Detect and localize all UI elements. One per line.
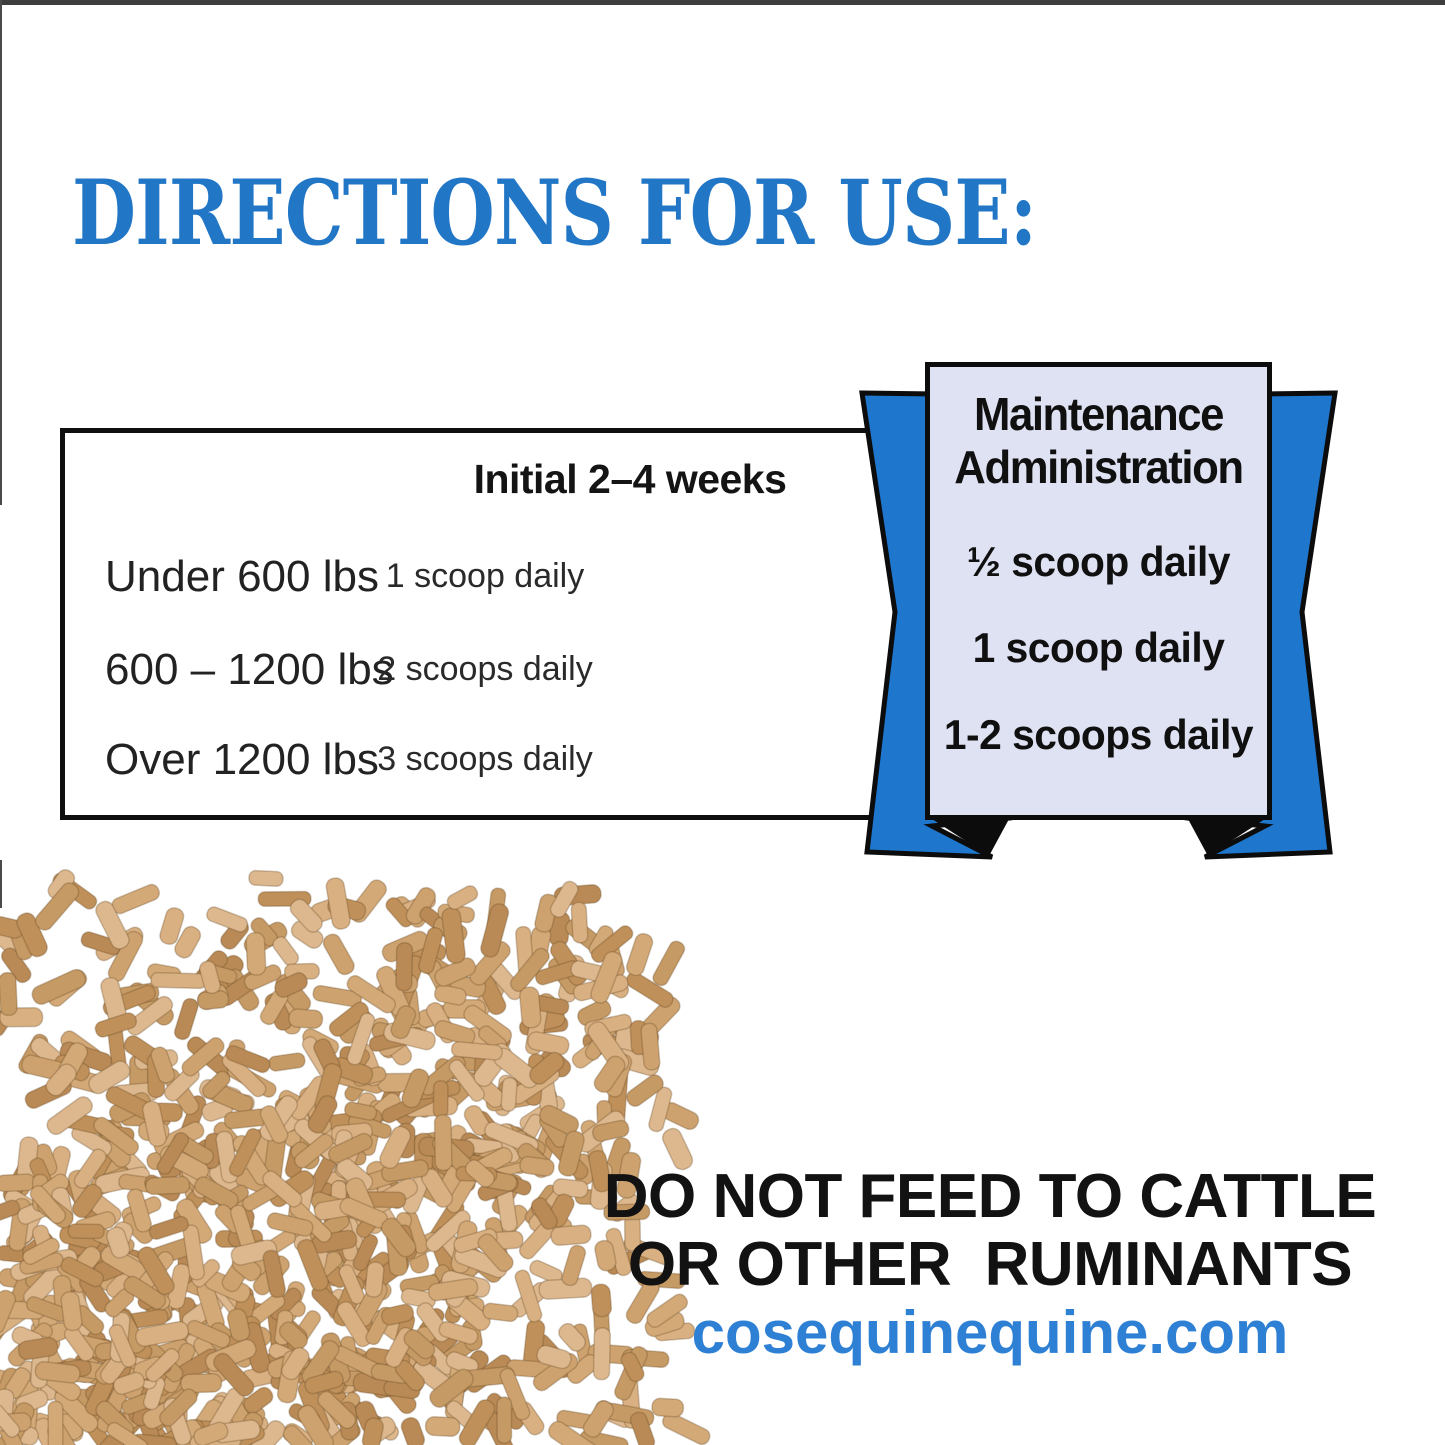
- maintenance-panel: Maintenance Administration ½ scoop daily…: [925, 362, 1272, 820]
- left-edge-line: [0, 860, 2, 908]
- maintenance-title-line1: Maintenance: [973, 388, 1224, 440]
- maintenance-dose: ½ scoop daily: [966, 538, 1231, 585]
- maintenance-dose: 1-2 scoops daily: [943, 711, 1254, 758]
- ribbon-right-fold: [1188, 819, 1265, 856]
- website-link: cosequinequine.com: [691, 1299, 1289, 1366]
- weight-label: Over 1200 lbs: [105, 735, 379, 784]
- ribbon-left-fold: [932, 819, 1009, 856]
- initial-dose: 2 scoops daily: [377, 650, 593, 688]
- top-edge-line: [0, 0, 1445, 5]
- maintenance-title-line2: Administration: [954, 441, 1244, 493]
- warning-text-line1: DO NOT FEED TO CATTLE: [603, 1162, 1377, 1231]
- page-title: DIRECTIONS FOR USE:: [72, 160, 1037, 267]
- initial-dose: 3 scoops daily: [377, 740, 593, 778]
- initial-dose: 1 scoop daily: [385, 557, 585, 595]
- left-edge-line: [0, 0, 2, 505]
- weight-label: Under 600 lbs: [105, 552, 379, 601]
- dosing-table: Initial 2–4 weeks Under 600 lbs 600 – 12…: [60, 428, 940, 820]
- footer-warning: DO NOT FEED TO CATTLE OR OTHER RUMINANTS…: [490, 1163, 1445, 1367]
- maintenance-panel-title: Maintenance Administration: [938, 388, 1258, 494]
- maintenance-dose: 1 scoop daily: [972, 624, 1225, 671]
- weight-label: 600 – 1200 lbs: [105, 645, 394, 694]
- warning-text-line2: OR OTHER RUMINANTS: [627, 1230, 1353, 1299]
- column-header-initial: Initial 2–4 weeks: [473, 456, 787, 502]
